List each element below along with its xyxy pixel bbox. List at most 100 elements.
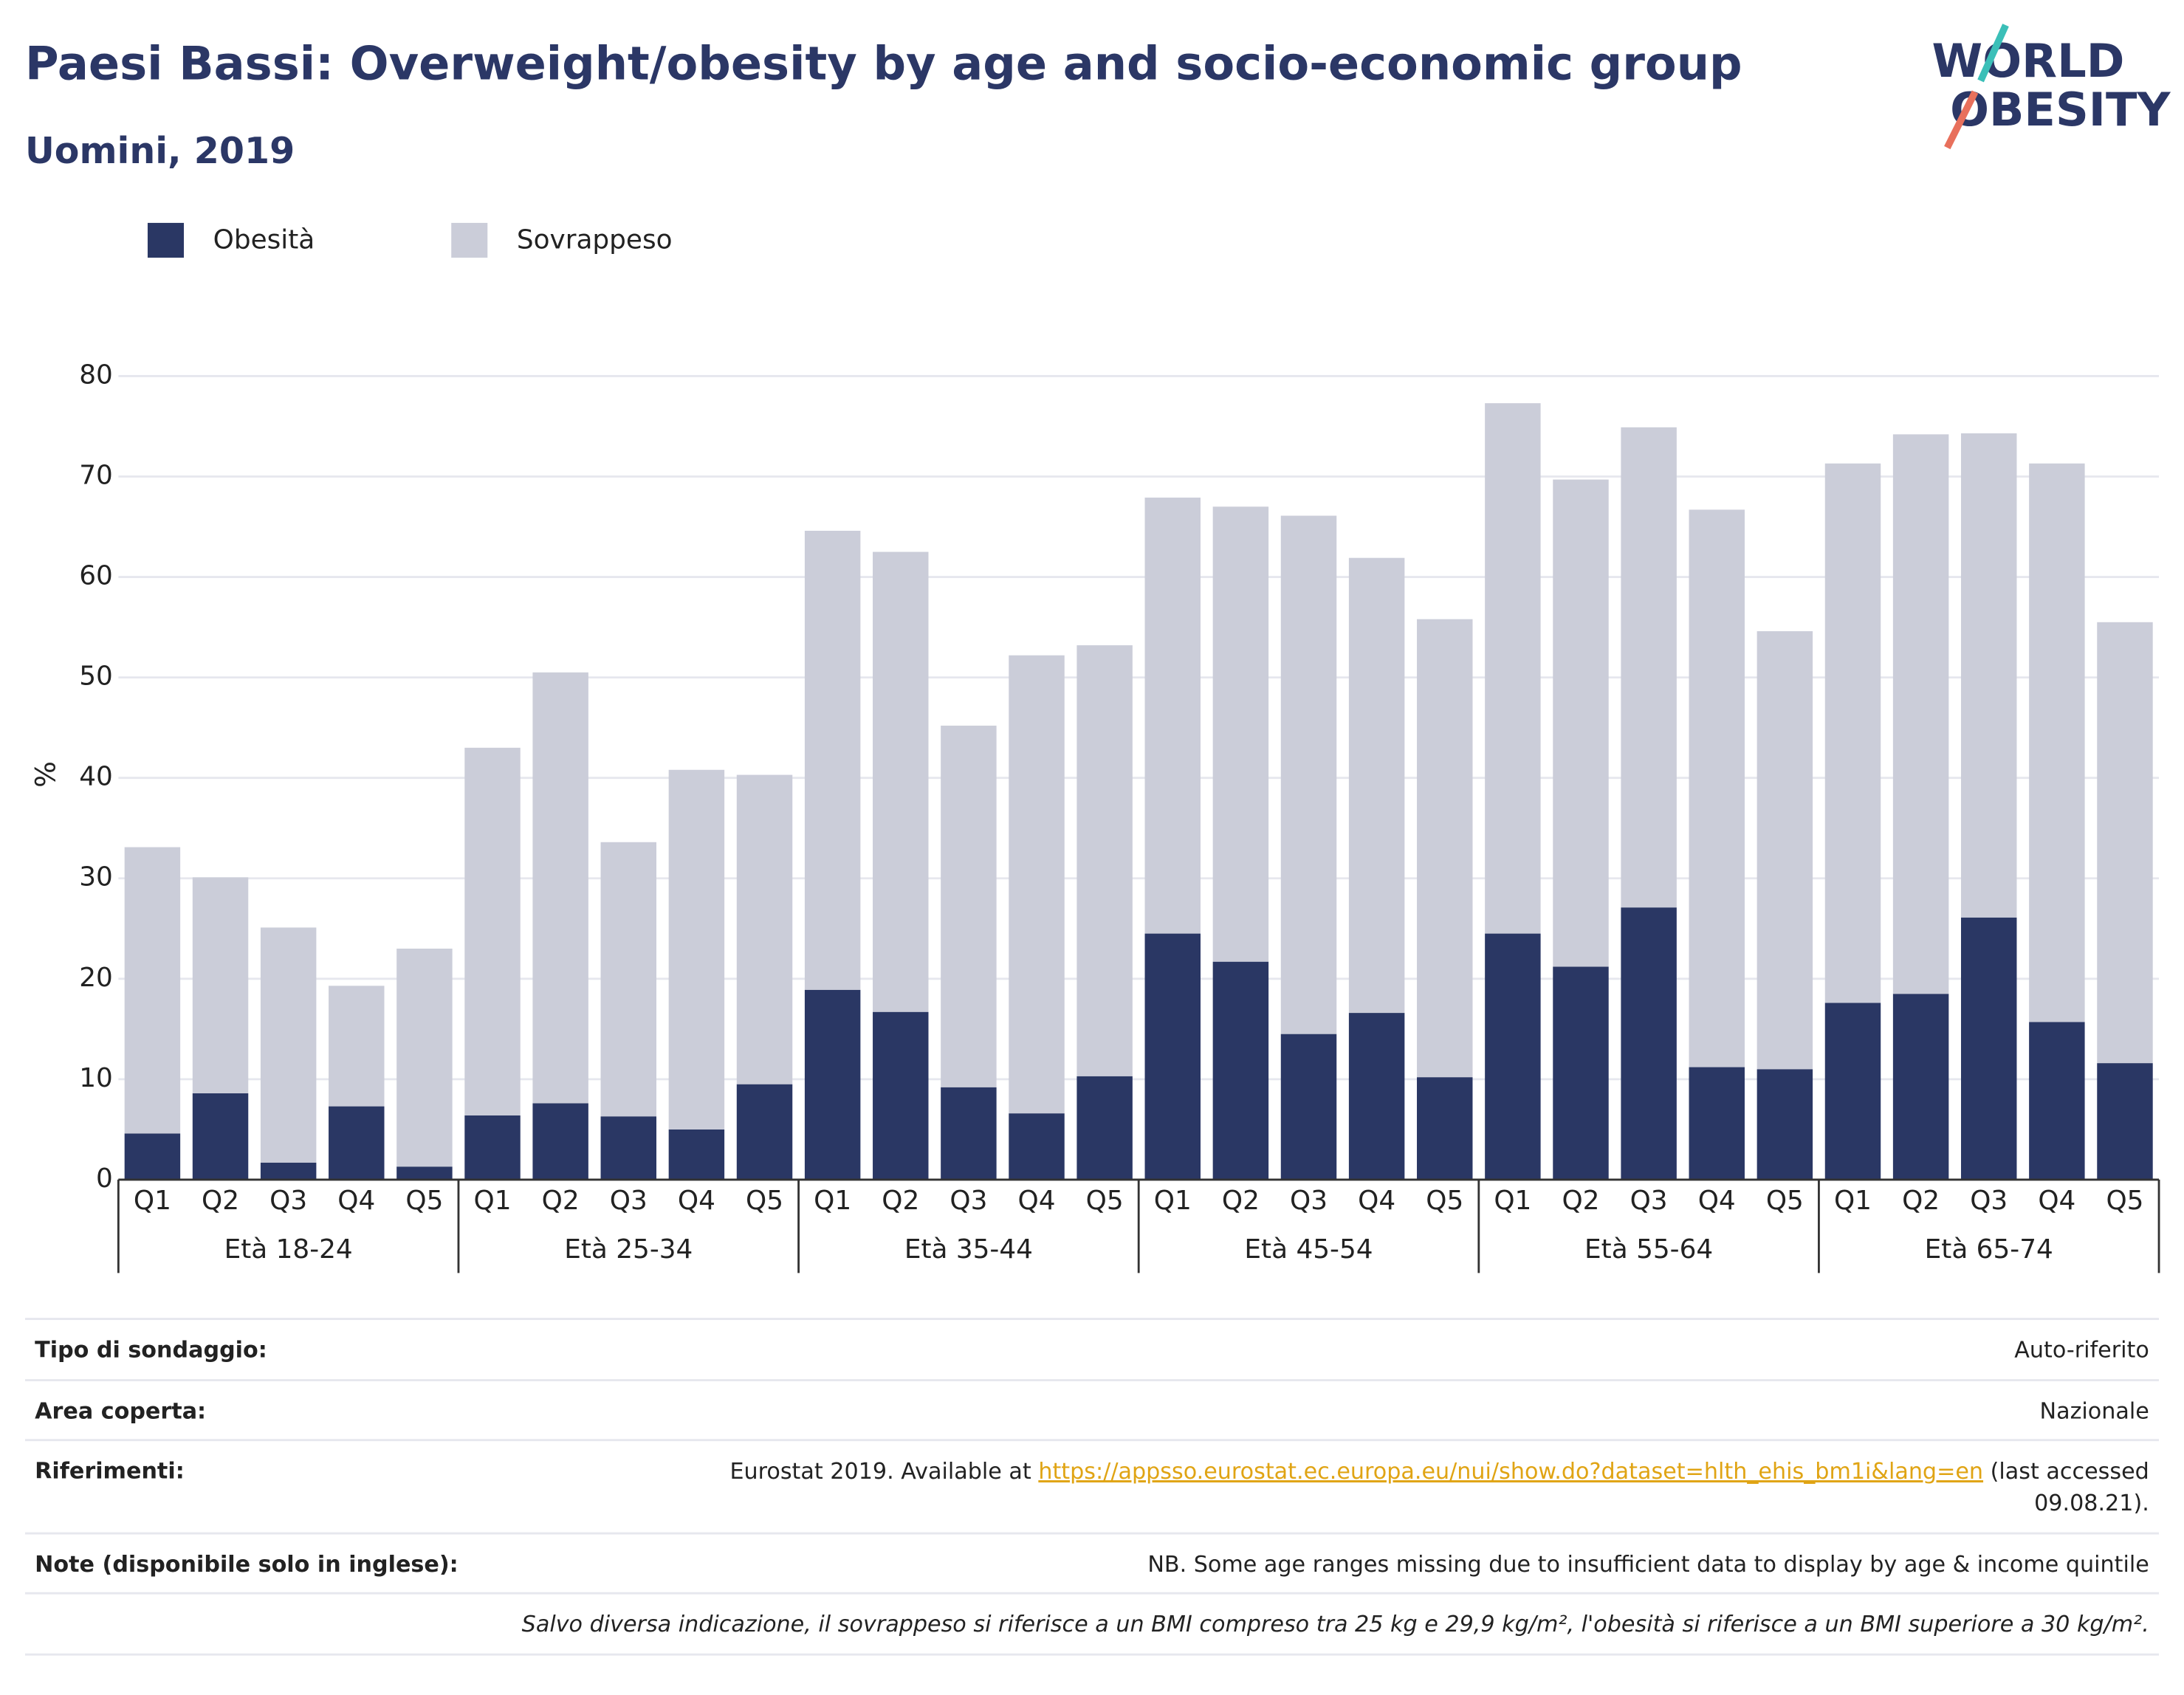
footer-value: Nazionale	[2040, 1398, 2149, 1424]
footer-label: Tipo di sondaggio:	[35, 1337, 267, 1363]
footer-value: Eurostat 2019. Available at https://apps…	[729, 1459, 2149, 1485]
bar-segment	[1961, 433, 2017, 918]
bar-segment	[2029, 463, 2085, 1022]
y-tick-label: 50	[79, 661, 113, 692]
bar-segment	[396, 948, 453, 1167]
x-tick-label: Q4	[2038, 1186, 2075, 1216]
group-label: Età 45-54	[1244, 1234, 1373, 1265]
x-tick-label: Q5	[405, 1186, 443, 1216]
bar-segment	[668, 1129, 725, 1180]
x-tick-label: Q3	[950, 1186, 987, 1216]
bar-segment	[329, 986, 385, 1107]
legend-label: Obesità	[213, 224, 315, 255]
x-tick-label: Q2	[1902, 1186, 1940, 1216]
bar-segment	[1824, 463, 1881, 1003]
bar-segment	[464, 747, 521, 1115]
bar-segment	[1348, 557, 1405, 1014]
x-tick-label: Q3	[610, 1186, 648, 1216]
x-tick-label: Q4	[678, 1186, 715, 1216]
x-tick-label: Q3	[1630, 1186, 1668, 1216]
bar-segment	[260, 1162, 317, 1180]
group-label: Età 35-44	[904, 1234, 1033, 1265]
bar-segment	[1280, 515, 1337, 1034]
bar-segment	[804, 989, 861, 1180]
logo-slash	[1977, 24, 2009, 83]
x-tick-label: Q2	[1222, 1186, 1260, 1216]
x-tick-label: Q3	[1970, 1186, 2008, 1216]
footer-text: Eurostat 2019. Available at	[729, 1459, 1038, 1485]
y-tick-label: 60	[79, 561, 113, 591]
x-tick-label: Q2	[882, 1186, 919, 1216]
chart-subtitle: Uomini, 2019	[25, 129, 295, 172]
y-tick-label: 70	[79, 460, 113, 490]
x-tick-label: Q3	[1290, 1186, 1328, 1216]
group-label: Età 65-74	[1925, 1234, 2053, 1265]
bar-segment	[1212, 506, 1269, 962]
bar-segment	[124, 847, 181, 1134]
x-tick-label: Q4	[1698, 1186, 1736, 1216]
y-tick-label: 20	[79, 963, 113, 993]
bar-segment	[2029, 1022, 2085, 1180]
x-tick-label: Q5	[746, 1186, 783, 1216]
bar-segment	[1212, 961, 1269, 1180]
x-tick-label: Q1	[1494, 1186, 1531, 1216]
y-tick-label: 30	[79, 862, 113, 893]
bar-segment	[192, 1093, 249, 1180]
bar-segment	[124, 1133, 181, 1180]
legend-swatch	[451, 222, 488, 258]
bar-segment	[1144, 498, 1201, 934]
bar-segment	[1553, 479, 1609, 967]
footer-value: 09.08.21).	[2034, 1491, 2149, 1516]
group-label: Età 18-24	[224, 1234, 353, 1265]
bar-segment	[1892, 434, 1949, 994]
legend-label: Sovrappeso	[517, 224, 673, 255]
y-tick-label: 40	[79, 762, 113, 792]
bar-segment	[260, 927, 317, 1163]
x-tick-label: Q4	[1018, 1186, 1056, 1216]
bar-segment	[532, 1103, 588, 1180]
y-tick-label: 0	[96, 1163, 113, 1194]
bar-segment	[192, 877, 249, 1093]
bar-segment	[1689, 1067, 1745, 1180]
x-tick-label: Q1	[474, 1186, 512, 1216]
bar-segment	[941, 1087, 997, 1180]
bar-segment	[1553, 966, 1609, 1180]
y-tick-label: 10	[79, 1063, 113, 1093]
bar-segment	[396, 1166, 453, 1180]
bar-segment	[804, 530, 861, 990]
logo-slash	[1944, 90, 1979, 150]
bar-segment	[1417, 1077, 1473, 1180]
bar-segment	[1144, 933, 1201, 1180]
bar-segment	[1757, 1069, 1813, 1180]
x-tick-label: Q1	[1154, 1186, 1192, 1216]
footer-link[interactable]: https://appsso.eurostat.ec.europa.eu/nui…	[1038, 1459, 1983, 1485]
bar-segment	[532, 672, 588, 1104]
x-tick-label: Q1	[814, 1186, 851, 1216]
footer-text: (last accessed	[1983, 1459, 2149, 1485]
footer-label: Note (disponibile solo in inglese):	[35, 1552, 459, 1578]
bar-segment	[1348, 1013, 1405, 1180]
x-tick-label: Q2	[542, 1186, 580, 1216]
x-tick-label: Q2	[1562, 1186, 1599, 1216]
bar-segment	[1076, 645, 1133, 1076]
x-tick-label: Q4	[1358, 1186, 1395, 1216]
bar-segment	[873, 1011, 929, 1180]
footer-value: NB. Some age ranges missing due to insuf…	[1147, 1552, 2149, 1578]
bar-segment	[941, 725, 997, 1087]
group-label: Età 25-34	[564, 1234, 693, 1265]
bar-segment	[1485, 403, 1541, 934]
bar-segment	[1757, 631, 1813, 1070]
x-tick-label: Q5	[1086, 1186, 1124, 1216]
bar-segment	[600, 1116, 657, 1180]
x-tick-label: Q1	[1834, 1186, 1872, 1216]
footer-label: Riferimenti:	[35, 1459, 185, 1485]
legend-swatch	[147, 222, 185, 258]
bar-segment	[600, 842, 657, 1117]
bar-segment	[1689, 509, 1745, 1067]
bar-segment	[736, 1084, 793, 1180]
logo-text: OBESITY	[1950, 83, 2171, 137]
bar-segment	[1961, 917, 2017, 1180]
bar-segment	[464, 1115, 521, 1180]
bar-segment	[329, 1106, 385, 1180]
